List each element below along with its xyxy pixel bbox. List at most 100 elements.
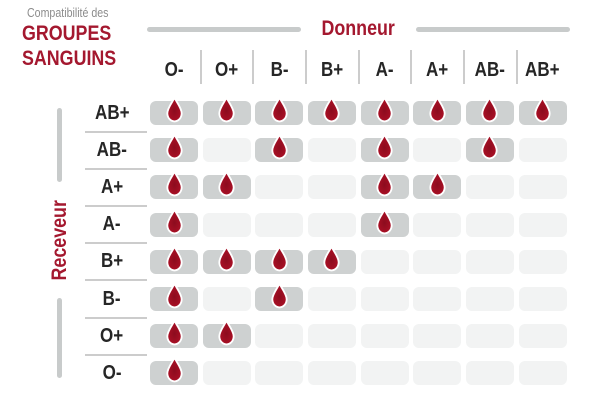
header-divider: [199, 50, 202, 84]
blood-drop-icon: [429, 171, 446, 197]
header-divider: [252, 50, 255, 84]
grid-cell-A+-from-A+: [413, 171, 462, 200]
receiver-row-header-text: AB+: [94, 101, 130, 124]
donor-col-header-text: O-: [164, 58, 184, 81]
chart-title-line2: SANGUINS: [22, 47, 152, 70]
row-divider: [85, 167, 147, 170]
donor-col-header-O+: O+: [201, 52, 253, 88]
receiver-axis-label: Receveur: [47, 199, 71, 281]
receiver-row-header-O-: O-: [80, 361, 144, 385]
donor-decorative-line-left: [147, 26, 302, 32]
grid-cell-AB+-from-O-: [150, 96, 198, 125]
blood-drop-icon: [271, 245, 288, 272]
chart-title-line2-text: SANGUINS: [22, 47, 117, 70]
grid-cell-A+-from-A-: [360, 171, 409, 200]
grid-cell-AB+-from-A+: [413, 96, 462, 125]
blood-drop-icon: [218, 319, 235, 346]
grid-cell-B--from-O+: [202, 287, 251, 311]
header-divider: [410, 50, 413, 84]
blood-drop-icon: [165, 357, 183, 383]
blood-drop-icon: [481, 96, 498, 123]
grid-cell-A--from-O+: [202, 212, 251, 237]
grid-cell-B+-from-O-: [150, 245, 198, 274]
header-divider: [304, 50, 307, 84]
receiver-row-header-text: B-: [103, 287, 121, 310]
grid-cell-O+-from-A-: [360, 324, 409, 349]
grid-cell-O--from-A-: [360, 361, 409, 386]
grid-cell-O--from-O+: [202, 361, 251, 386]
grid-cell-B+-from-A+: [413, 249, 462, 274]
grid-cell-A--from-AB+: [518, 212, 567, 237]
grid-cell-A--from-A+: [413, 212, 462, 237]
grid-cell-A--from-AB-: [465, 212, 514, 237]
donor-col-header-text: A+: [426, 58, 449, 81]
grid-cell-AB--from-A+: [413, 138, 462, 163]
donor-col-header-text: O+: [215, 58, 239, 81]
grid-cell-AB+-from-AB-: [465, 96, 514, 125]
receiver-row-header-AB+: AB+: [80, 101, 144, 125]
row-divider: [85, 130, 147, 133]
grid-cell-O+-from-AB-: [465, 324, 514, 349]
grid-cell-B+-from-AB-: [465, 249, 514, 274]
blood-drop-icon: [165, 133, 183, 160]
row-divider: [85, 242, 147, 245]
blood-drop-icon: [165, 96, 183, 123]
donor-col-header-text: B+: [320, 58, 344, 81]
grid-cell-B+-from-B+: [307, 245, 356, 274]
blood-drop-icon: [376, 208, 393, 234]
receiver-decorative-line-bottom: [57, 298, 62, 379]
blood-drop-icon: [165, 245, 183, 272]
grid-cell-A+-from-B-: [255, 175, 304, 200]
blood-drop-icon: [165, 208, 183, 234]
grid-cell-B--from-AB+: [518, 287, 567, 311]
grid-cell-B--from-B+: [307, 287, 356, 311]
grid-cell-A+-from-O+: [202, 171, 251, 200]
grid-cell-AB--from-O+: [202, 138, 251, 163]
title-block: Compatibilité des GROUPES SANGUINS: [22, 6, 152, 70]
blood-drop-icon: [534, 96, 551, 123]
header-divider: [515, 50, 518, 84]
receiver-row-header-text: A+: [100, 175, 124, 198]
blood-drop-icon: [376, 133, 393, 160]
blood-drop-icon: [271, 133, 288, 160]
grid-cell-A--from-A-: [360, 208, 409, 237]
receiver-axis-header: Receveur: [47, 99, 72, 387]
grid-cell-B--from-A+: [413, 287, 462, 311]
blood-drop-icon: [481, 133, 498, 160]
donor-col-header-A+: A+: [411, 52, 463, 88]
donor-col-header-text: A-: [375, 58, 394, 81]
grid-cell-AB+-from-B-: [255, 96, 304, 125]
donor-col-header-AB+: AB+: [517, 52, 569, 88]
donor-col-header-B-: B-: [253, 52, 305, 88]
donor-axis-label: Donneur: [315, 17, 401, 41]
grid-cell-AB--from-AB-: [465, 133, 514, 163]
chart-subtitle-text: Compatibilité des: [27, 6, 109, 20]
receiver-row-header-B-: B-: [80, 287, 144, 311]
grid-cell-O--from-AB+: [518, 361, 567, 386]
grid-cell-B--from-O-: [150, 282, 198, 311]
row-divider: [85, 316, 147, 319]
chart-title-line1-text: GROUPES: [22, 22, 112, 45]
grid-cell-A--from-B+: [307, 212, 356, 237]
blood-drop-icon: [165, 171, 183, 197]
grid-cell-O+-from-A+: [413, 324, 462, 349]
row-divider: [85, 353, 147, 356]
grid-cell-AB--from-AB+: [518, 138, 567, 163]
grid-cell-A+-from-AB+: [518, 175, 567, 200]
blood-drop-icon: [376, 171, 393, 197]
blood-drop-icon: [218, 245, 235, 272]
grid-cell-O--from-AB-: [465, 361, 514, 386]
grid-cell-A--from-O-: [150, 208, 198, 237]
receiver-row-header-AB-: AB-: [80, 138, 144, 162]
receiver-row-header-A+: A+: [80, 175, 144, 199]
blood-drop-icon: [165, 282, 183, 309]
grid-cell-O--from-O-: [150, 357, 198, 386]
grid-cell-B+-from-B-: [255, 245, 304, 274]
grid-cell-AB--from-B+: [307, 138, 356, 163]
receiver-row-header-B+: B+: [80, 250, 144, 274]
header-divider: [462, 50, 465, 84]
grid-cell-AB+-from-O+: [202, 96, 251, 125]
receiver-row-header-text: B+: [100, 250, 124, 273]
blood-drop-icon: [271, 96, 288, 123]
